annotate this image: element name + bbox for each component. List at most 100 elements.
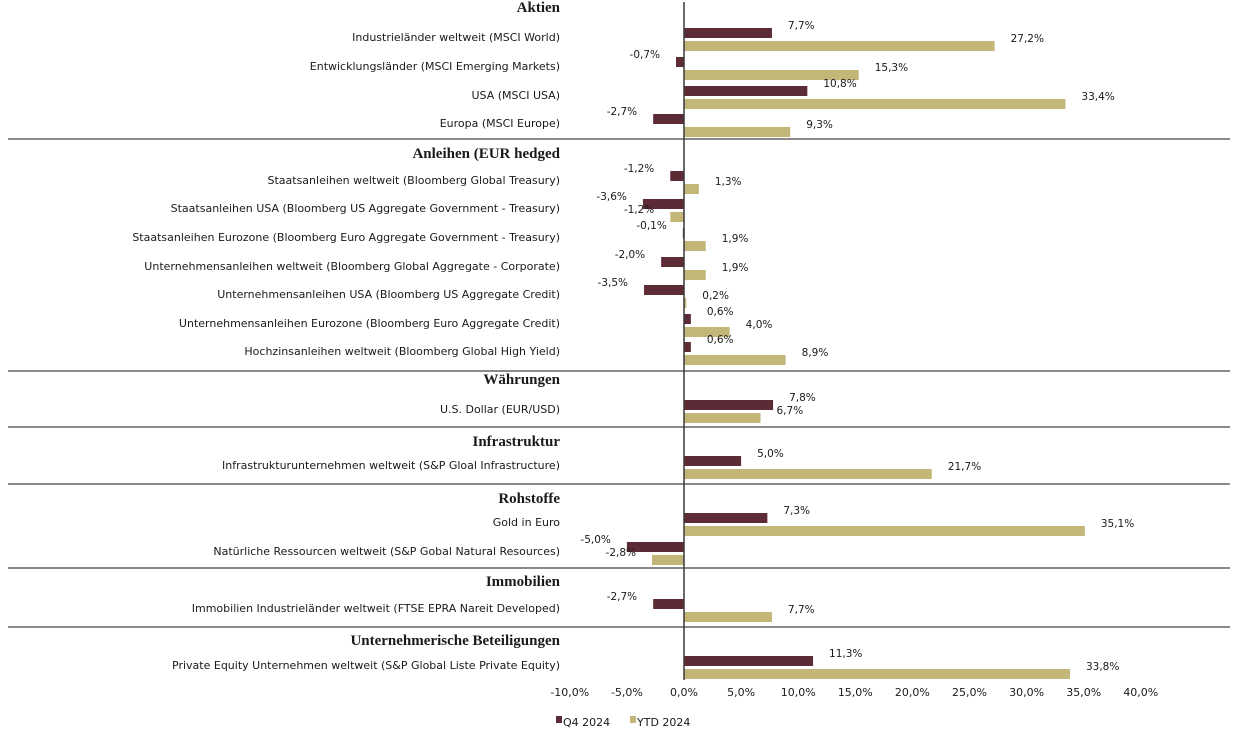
ytd-value-label: 9,3%	[806, 119, 833, 131]
q4-value-label: 0,6%	[707, 334, 734, 346]
q4-bar	[684, 513, 768, 523]
group-title: Anleihen (EUR hedged	[412, 146, 560, 162]
ytd-bar	[652, 555, 684, 565]
row-label: Gold in Euro	[493, 516, 561, 529]
q4-value-label: 11,3%	[829, 648, 862, 660]
q4-value-label: -2,0%	[615, 249, 645, 261]
ytd-bar	[670, 212, 684, 222]
x-tick-label: 30,0%	[1009, 686, 1044, 699]
group-title: Rohstoffe	[498, 491, 560, 507]
x-tick-label: 10,0%	[781, 686, 816, 699]
row-label: Hochzinsanleihen weltweit (Bloomberg Glo…	[244, 345, 560, 358]
ytd-bar	[684, 184, 699, 194]
q4-value-label: 5,0%	[757, 448, 784, 460]
ytd-value-label: 4,0%	[746, 319, 773, 331]
group-title: Aktien	[517, 0, 561, 16]
q4-value-label: -3,5%	[598, 277, 628, 289]
row-label: Industrieländer weltweit (MSCI World)	[352, 31, 560, 44]
x-tick-label: 5,0%	[727, 686, 755, 699]
x-tick-label: 25,0%	[952, 686, 987, 699]
ytd-value-label: 27,2%	[1011, 33, 1044, 45]
q4-bar	[676, 57, 684, 67]
q4-value-label: 0,6%	[707, 306, 734, 318]
legend-swatch-q4	[556, 716, 562, 723]
bars-layer	[626, 28, 1085, 679]
ytd-value-label: 6,7%	[777, 405, 804, 417]
ytd-bar	[684, 612, 772, 622]
ytd-value-label: -2,8%	[606, 547, 636, 559]
x-tick-label: -5,0%	[611, 686, 643, 699]
ytd-bar	[684, 413, 761, 423]
q4-bar	[684, 456, 742, 466]
group-title: Unternehmerische Beteiligungen	[350, 633, 560, 649]
row-label: Immobilien Industrieländer weltweit (FTS…	[192, 602, 560, 615]
q4-value-label: -2,7%	[607, 591, 637, 603]
ytd-value-label: 35,1%	[1101, 518, 1134, 530]
ytd-value-label: -1,2%	[624, 204, 654, 216]
q4-value-label: -5,0%	[580, 534, 610, 546]
ytd-bar	[684, 70, 859, 80]
q4-value-label: 7,8%	[789, 392, 816, 404]
x-tick-label: 15,0%	[838, 686, 873, 699]
q4-bar	[684, 400, 774, 410]
legend-label-ytd: YTD 2024	[636, 716, 690, 729]
ytd-bar	[684, 298, 687, 308]
group-title: Infrastruktur	[472, 434, 560, 450]
legend-label-q4: Q4 2024	[563, 716, 610, 729]
ytd-value-label: 0,2%	[702, 290, 729, 302]
ytd-value-label: 8,9%	[802, 347, 829, 359]
q4-bar	[642, 199, 684, 209]
ytd-bar	[684, 327, 730, 337]
row-label: U.S. Dollar (EUR/USD)	[440, 403, 560, 416]
group-title: Währungen	[483, 372, 560, 388]
x-tick-label: 0,0%	[670, 686, 698, 699]
text-layer: Aktien Industrieländer weltweit (MSCI Wor…	[132, 0, 1158, 699]
q4-bar	[661, 257, 684, 267]
row-label: Entwicklungsländer (MSCI Emerging Market…	[310, 60, 560, 73]
ytd-value-label: 21,7%	[948, 461, 981, 473]
q4-bar	[684, 86, 808, 96]
q4-value-label: 10,8%	[823, 78, 856, 90]
axis-layer	[8, 2, 1230, 680]
ytd-bar	[684, 41, 995, 51]
x-tick-label: 35,0%	[1066, 686, 1101, 699]
row-label: Staatsanleihen weltweit (Bloomberg Globa…	[267, 174, 560, 187]
q4-value-label: 7,3%	[783, 505, 810, 517]
q4-bar	[653, 599, 684, 609]
q4-value-label: 7,7%	[788, 20, 815, 32]
row-label: Private Equity Unternehmen weltweit (S&P…	[172, 659, 560, 672]
q4-value-label: -1,2%	[624, 163, 654, 175]
ytd-value-label: 7,7%	[788, 604, 815, 616]
group-title: Immobilien	[486, 574, 561, 590]
ytd-bar	[684, 355, 786, 365]
ytd-bar	[684, 526, 1085, 536]
x-tick-label: 40,0%	[1123, 686, 1158, 699]
x-tick-label: -10,0%	[550, 686, 589, 699]
ytd-value-label: 33,8%	[1086, 661, 1119, 673]
row-label: USA (MSCI USA)	[472, 89, 561, 102]
row-label: Infrastrukturunternehmen weltweit (S&P G…	[222, 459, 560, 472]
x-tick-label: 20,0%	[895, 686, 930, 699]
q4-value-label: -0,1%	[636, 220, 666, 232]
row-label: Unternehmensanleihen USA (Bloomberg US A…	[217, 288, 560, 301]
ytd-value-label: 33,4%	[1081, 91, 1114, 103]
q4-bar	[684, 342, 691, 352]
q4-bar	[670, 171, 684, 181]
q4-bar	[653, 114, 684, 124]
q4-value-label: -0,7%	[630, 49, 660, 61]
ytd-value-label: 1,3%	[715, 176, 742, 188]
ytd-bar	[684, 270, 706, 280]
ytd-bar	[684, 127, 791, 137]
legend: Q4 2024 YTD 2024	[556, 716, 690, 729]
legend-swatch-ytd	[630, 716, 636, 723]
row-label: Unternehmensanleihen weltweit (Bloomberg…	[144, 260, 560, 273]
q4-value-label: -3,6%	[596, 191, 626, 203]
row-label: Unternehmensanleihen Eurozone (Bloomberg…	[179, 317, 560, 330]
q4-bar	[684, 314, 691, 324]
ytd-bar	[684, 669, 1070, 679]
row-label: Staatsanleihen Eurozone (Bloomberg Euro …	[132, 231, 560, 244]
ytd-bar	[684, 241, 706, 251]
q4-bar	[626, 542, 684, 552]
q4-bar	[684, 656, 814, 666]
row-label: Europa (MSCI Europe)	[440, 117, 560, 130]
